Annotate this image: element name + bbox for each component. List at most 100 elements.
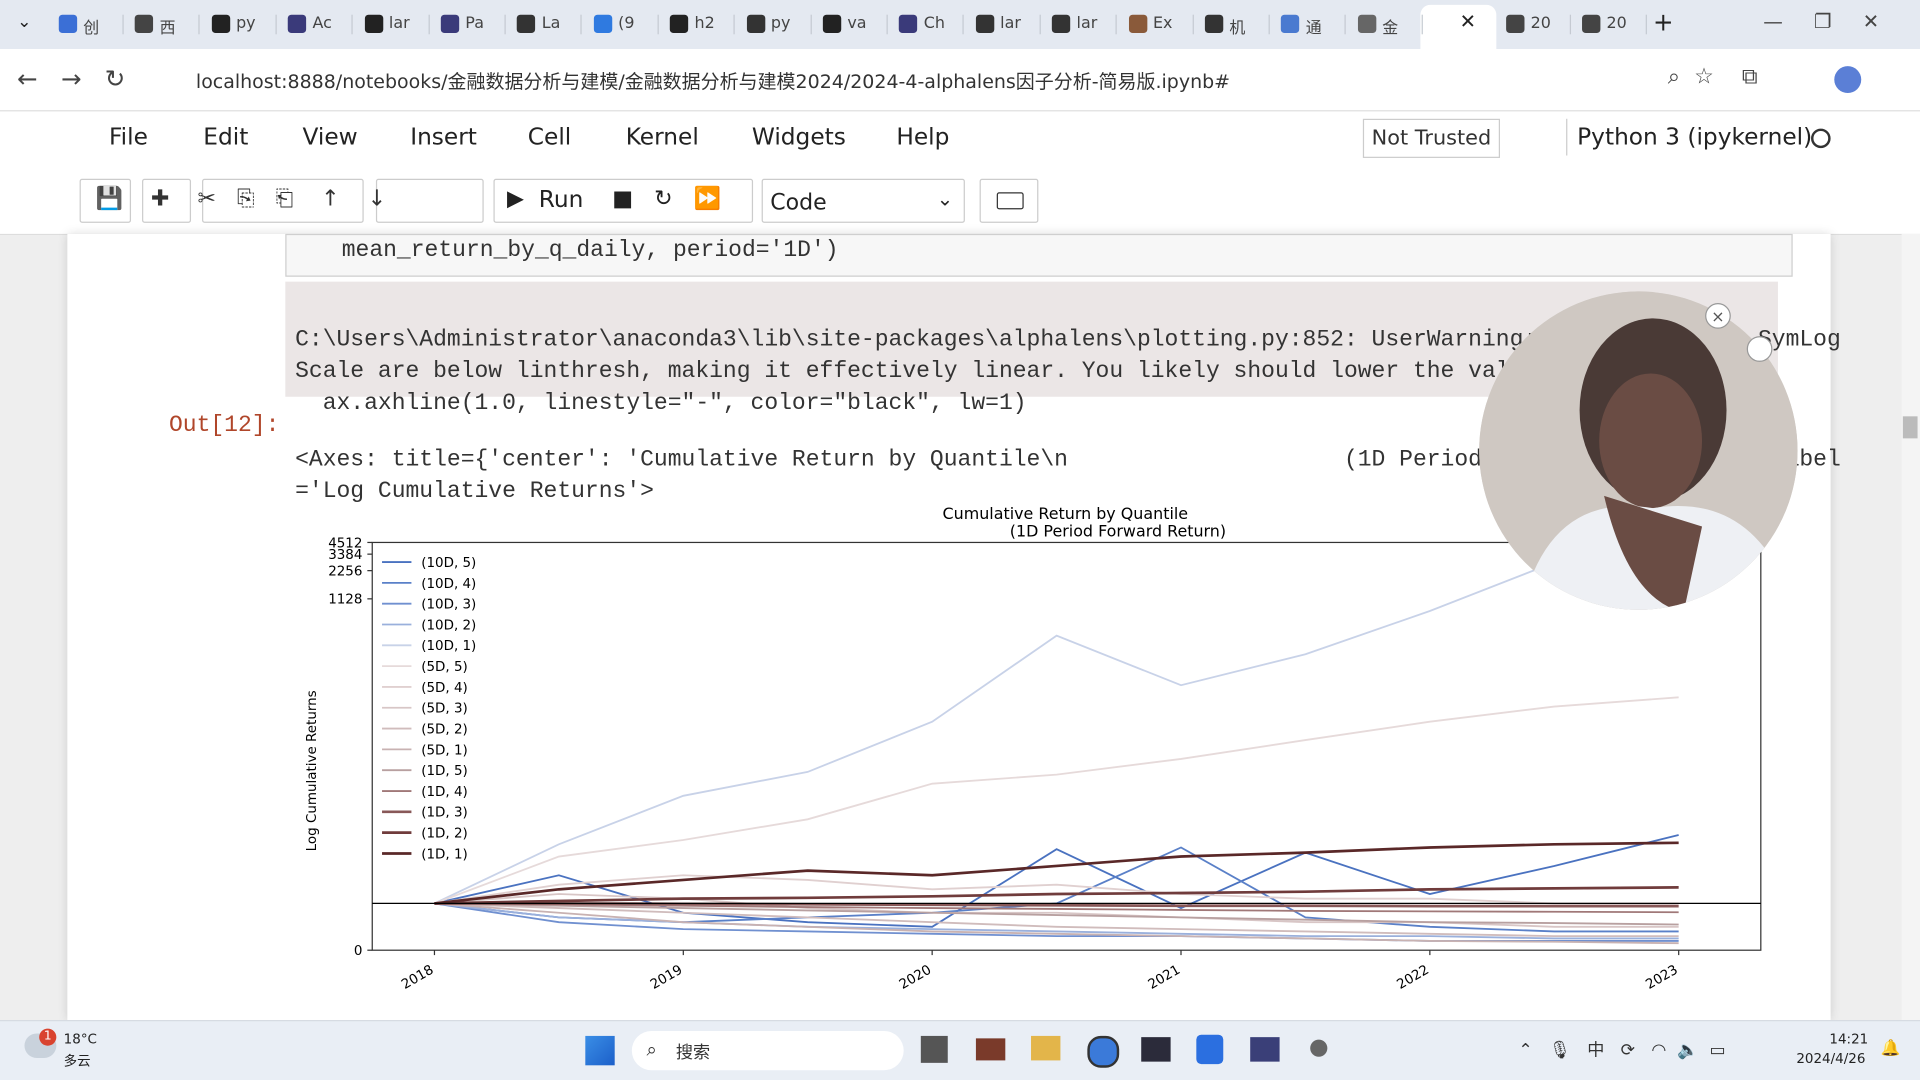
tab-label[interactable]: lar <box>388 14 410 34</box>
tab-label[interactable]: 金 <box>1382 19 1399 38</box>
x-tick-label: 2019 <box>648 963 685 993</box>
menu-item[interactable]: Widgets <box>751 123 846 151</box>
save-button[interactable] <box>79 178 132 223</box>
menu-item[interactable]: Insert <box>410 123 477 151</box>
url[interactable]: localhost:8888/notebooks/金融数据分析与建模/金融数据分… <box>195 71 1231 94</box>
webcam-overlay[interactable]: × <box>1469 282 1812 625</box>
search-box[interactable] <box>631 1031 904 1071</box>
tab-icon[interactable] <box>593 14 612 34</box>
window-controls[interactable]: — ❐ ✕ <box>1763 9 1880 34</box>
tab-menu[interactable]: ⌄ <box>17 12 32 32</box>
trust-indicator[interactable]: Not Trusted <box>1362 118 1500 158</box>
insert-button[interactable] <box>142 178 192 223</box>
tray-icons[interactable]: ⌃ 🎙 中 ⟳ ◠ 🔈 ▭ <box>1518 1040 1726 1061</box>
tab-label[interactable]: Pa <box>465 14 484 34</box>
keyboard-button[interactable] <box>979 178 1039 223</box>
series-line <box>434 841 1679 905</box>
tab-label[interactable]: lar <box>1076 14 1098 34</box>
tab-label[interactable]: 创 <box>83 19 100 38</box>
chart-title: Cumulative Return by Quantile <box>943 504 1189 523</box>
tab-label[interactable]: lar <box>1000 14 1021 34</box>
tab-label[interactable]: (9 <box>618 14 635 34</box>
menu-item[interactable]: File <box>108 123 148 151</box>
tab-label[interactable]: 西 <box>159 19 176 38</box>
run-buttons[interactable] <box>493 178 754 223</box>
move-buttons[interactable] <box>375 178 484 223</box>
tab-close[interactable]: ✕ <box>1459 9 1477 34</box>
tab-label[interactable]: Ch <box>923 14 945 34</box>
tab-label[interactable]: Ex <box>1152 14 1173 34</box>
code-input[interactable] <box>285 233 1793 277</box>
tab-label[interactable]: Ac <box>312 14 332 34</box>
tab-icon[interactable] <box>364 14 383 34</box>
app-icon[interactable] <box>1087 1035 1120 1068</box>
tab-separator <box>580 14 583 35</box>
tab-icon[interactable] <box>1052 14 1071 34</box>
start-button[interactable] <box>585 1035 615 1066</box>
app-icon[interactable] <box>1141 1037 1171 1062</box>
tab-icon[interactable] <box>1281 14 1300 34</box>
tab-label[interactable]: py <box>236 14 256 34</box>
series-line <box>434 902 1679 926</box>
app-icon[interactable] <box>1310 1039 1328 1057</box>
tab-icon[interactable] <box>1357 14 1377 34</box>
app-icon[interactable] <box>1196 1034 1224 1065</box>
tab-label[interactable]: 20 <box>1606 14 1627 34</box>
tab-separator <box>1344 14 1347 35</box>
app-icon[interactable] <box>975 1038 1006 1061</box>
cell-type-select[interactable] <box>761 178 965 223</box>
tab-label[interactable]: va <box>847 14 867 34</box>
tab-icon[interactable] <box>899 14 918 34</box>
tab-icon[interactable] <box>822 14 842 34</box>
app-icon[interactable] <box>1031 1035 1061 1061</box>
cell-type[interactable]: Code <box>770 189 827 216</box>
tab-icon[interactable] <box>287 14 307 34</box>
legend-label: (10D, 1) <box>421 639 476 654</box>
menu-item[interactable]: View <box>302 123 358 151</box>
tab-icon[interactable] <box>517 14 536 34</box>
notifications[interactable]: 🔔 <box>1880 1039 1901 1058</box>
tab-label[interactable]: 机 <box>1229 19 1246 38</box>
tab-icon[interactable] <box>135 14 154 34</box>
edit-buttons[interactable] <box>202 178 364 223</box>
menu-item[interactable]: Edit <box>203 123 249 151</box>
app-icon[interactable] <box>1250 1037 1280 1062</box>
menu-item[interactable]: Help <box>896 123 950 151</box>
tab-label[interactable]: 通 <box>1305 19 1322 38</box>
new-tab[interactable]: + <box>1653 7 1674 37</box>
menu-item[interactable]: Kernel <box>625 123 699 151</box>
tab-label[interactable]: La <box>541 14 561 34</box>
menu-item[interactable]: Cell <box>527 123 572 151</box>
chart-subtitle: (1D Period Forward Return) <box>1010 521 1226 540</box>
nav-buttons[interactable]: ← → ↻ <box>17 63 126 94</box>
tab-icon[interactable] <box>975 14 995 34</box>
profile[interactable] <box>1834 66 1862 94</box>
tab-icon[interactable] <box>58 14 78 34</box>
tab-icon[interactable] <box>440 14 460 34</box>
active-tab[interactable] <box>1420 4 1497 49</box>
tab-icon[interactable] <box>1506 14 1525 34</box>
tab-icon[interactable] <box>670 14 689 34</box>
run-icon: ▶ <box>506 186 524 212</box>
tab-separator <box>1192 14 1194 35</box>
tab-icon[interactable] <box>1582 14 1601 34</box>
legend-label: (10D, 2) <box>421 618 476 633</box>
tab-icon[interactable] <box>746 14 765 34</box>
tab-separator <box>504 14 506 35</box>
tab-separator <box>733 14 735 35</box>
tab-icon[interactable] <box>1128 14 1147 34</box>
tab-icon[interactable] <box>211 14 230 34</box>
tab-label[interactable]: 20 <box>1530 14 1551 34</box>
browser-actions[interactable]: ⌕ ☆ ⧉ <box>1667 63 1758 90</box>
legend-label: (5D, 5) <box>421 660 468 675</box>
scrollbar[interactable] <box>1901 233 1920 1020</box>
run-label[interactable]: Run <box>538 186 584 214</box>
output-line: ='Log Cumulative Returns'> <box>295 477 654 505</box>
scroll-thumb[interactable] <box>1902 416 1918 439</box>
tab-label[interactable]: py <box>770 14 791 34</box>
tab-icon[interactable] <box>1204 14 1224 34</box>
tab-label[interactable]: h2 <box>694 14 715 34</box>
y-axis-label: Log Cumulative Returns <box>305 690 320 851</box>
app-icon[interactable] <box>920 1035 948 1063</box>
